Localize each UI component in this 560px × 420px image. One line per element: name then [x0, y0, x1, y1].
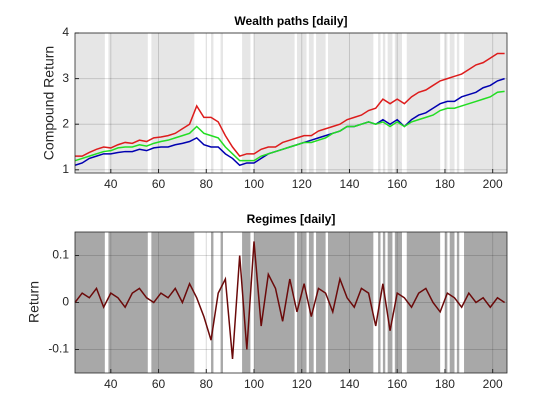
regime-band [296, 232, 307, 373]
chart-title: Regimes [daily] [247, 212, 336, 226]
y-tick-label: 1 [62, 162, 69, 176]
regime-band [449, 232, 455, 373]
line-series [74, 90, 505, 162]
x-tick-label: 120 [292, 377, 312, 391]
x-tick-label: 40 [104, 377, 118, 391]
regime-band [254, 232, 295, 373]
x-tick-label: 60 [152, 377, 166, 391]
y-tick-label: 2 [62, 116, 69, 130]
y-tick-label: 0 [62, 295, 69, 309]
regime-band [308, 33, 314, 173]
regime-band [387, 232, 393, 373]
x-tick-label: 60 [152, 177, 166, 191]
x-tick-label: 200 [483, 377, 503, 391]
regime-band [75, 33, 105, 173]
regime-band [394, 232, 402, 373]
y-axis-label: Return [26, 281, 42, 323]
regime-band [220, 33, 223, 173]
regime-band [444, 232, 448, 373]
x-tick-label: 100 [244, 377, 264, 391]
x-tick-label: 160 [387, 377, 407, 391]
regime-band [220, 232, 223, 373]
x-tick-label: 160 [387, 177, 407, 191]
regime-band [151, 232, 195, 373]
y-tick-label: 3 [62, 71, 69, 85]
regime-band [444, 33, 448, 173]
regime-band [406, 232, 441, 373]
x-tick-label: 120 [292, 177, 312, 191]
regime-band [296, 33, 307, 173]
regime-band [456, 33, 460, 173]
x-tick-label: 200 [483, 177, 503, 191]
regime-band [327, 33, 374, 173]
regime-band [242, 232, 251, 373]
x-tick-label: 100 [244, 177, 264, 191]
regime-band [382, 33, 386, 173]
y-tick-label: 0.1 [52, 248, 69, 262]
regime-band [211, 232, 214, 373]
x-tick-label: 180 [435, 377, 455, 391]
axes-box [74, 231, 508, 374]
x-tick-label: 40 [104, 177, 118, 191]
regime-band [316, 232, 326, 373]
regime-band [211, 33, 214, 173]
y-tick-label: -0.1 [48, 342, 69, 356]
regime-band [394, 33, 402, 173]
axes-box [74, 32, 508, 174]
regime-band [308, 232, 314, 373]
regime-band [406, 33, 441, 173]
regime-band [449, 33, 455, 173]
regime-band [242, 33, 251, 173]
regime-band [464, 232, 507, 373]
y-axis-label: Compound Return [41, 46, 57, 160]
y-tick-label: 4 [62, 25, 69, 39]
x-tick-label: 80 [200, 377, 214, 391]
regime-band [382, 232, 386, 373]
chart-title: Wealth paths [daily] [234, 14, 347, 28]
regime-band [151, 33, 195, 173]
x-tick-label: 180 [435, 177, 455, 191]
line-series [75, 52, 505, 157]
line-series [74, 241, 506, 359]
x-tick-label: 140 [339, 377, 359, 391]
x-tick-label: 80 [200, 177, 214, 191]
x-tick-label: 140 [339, 177, 359, 191]
regime-band [316, 33, 326, 173]
regime-band [75, 232, 105, 373]
